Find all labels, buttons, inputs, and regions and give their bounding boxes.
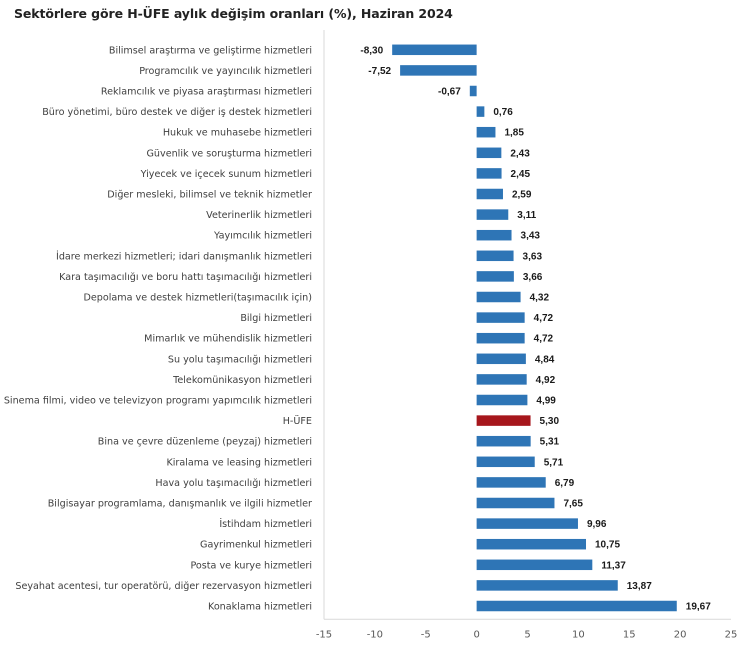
bar [476, 271, 514, 282]
bar [476, 353, 526, 365]
data-label: 3,66 [523, 272, 543, 283]
x-tick-label: -15 [316, 629, 332, 640]
chart-title: Sektörlere göre H-ÜFE aylık değişim oran… [14, 6, 453, 21]
x-tick-label: 20 [674, 629, 687, 640]
bar [476, 126, 496, 138]
bar [476, 477, 546, 488]
bar [476, 188, 503, 200]
data-label: 3,11 [517, 210, 536, 221]
category-label: Hukuk ve muhasebe hizmetleri [163, 128, 312, 139]
bar [400, 65, 477, 76]
data-label: 4,84 [535, 354, 555, 365]
category-label: Hava yolu taşımacılığı hizmetleri [155, 477, 312, 489]
data-label: 4,32 [530, 293, 550, 304]
category-label: Depolama ve destek hizmetleri(taşımacılı… [83, 293, 312, 304]
category-label: Bilgi hizmetleri [240, 313, 312, 324]
category-label: Yayımcılık hizmetleri [213, 231, 312, 242]
bar [476, 106, 485, 117]
category-label: Sinema filmi, video ve televizyon progra… [4, 396, 312, 407]
category-label: H-ÜFE [283, 414, 312, 427]
labels: Bilimsel araştırma ve geliştirme hizmetl… [4, 45, 711, 612]
data-label: 4,92 [536, 375, 556, 386]
data-label: 4,99 [536, 396, 556, 407]
bar [476, 580, 618, 591]
data-label: -8,30 [360, 45, 383, 56]
category-label: Bina ve çevre düzenleme (peyzaj) hizmetl… [98, 437, 312, 448]
category-label: Diğer mesleki, bilimsel ve teknik hizmet… [107, 189, 312, 201]
data-label: -0,67 [438, 87, 461, 98]
category-label: İdare merkezi hizmetleri; idari danışman… [56, 249, 312, 262]
x-tick-label: -10 [367, 629, 383, 640]
x-tick-label: 25 [725, 629, 738, 640]
data-label: 5,31 [540, 437, 560, 448]
bar [476, 394, 528, 406]
x-tick-label: -5 [421, 629, 431, 640]
category-label: Bilgisayar programlama, danışmanlık ve i… [48, 499, 312, 510]
category-label: Kara taşımacılığı ve boru hattı taşımacı… [59, 271, 312, 283]
bar [476, 559, 593, 571]
bar [476, 538, 587, 550]
bar [476, 518, 578, 529]
category-label: Büro yönetimi, büro destek ve diğer iş d… [42, 106, 312, 118]
bars [392, 44, 677, 612]
x-tick-label: 5 [524, 629, 530, 640]
bar [392, 44, 477, 56]
category-label: Programcılık ve yayıncılık hizmetleri [139, 66, 312, 77]
bar [476, 456, 535, 468]
data-label: 6,79 [555, 478, 575, 489]
bar [476, 229, 512, 241]
data-label: 4,72 [534, 334, 554, 345]
category-label: Kiralama ve leasing hizmetleri [166, 457, 312, 468]
bar [476, 435, 531, 447]
bar [476, 147, 502, 159]
category-label: Posta ve kurye hizmetleri [190, 560, 312, 571]
data-label: 3,43 [521, 231, 541, 242]
bar [476, 600, 677, 612]
bar [476, 312, 525, 323]
category-label: Reklamcılık ve piyasa araştırması hizmet… [101, 87, 312, 98]
category-label: Konaklama hizmetleri [208, 602, 312, 613]
category-label: Güvenlik ve soruşturma hizmetleri [147, 148, 313, 159]
data-label: 1,85 [504, 128, 524, 139]
bar [469, 85, 477, 97]
data-label: -7,52 [368, 66, 391, 77]
category-label: Seyahat acentesi, tur operatörü, diğer r… [15, 580, 312, 592]
data-label: 13,87 [627, 581, 652, 592]
data-label: 10,75 [595, 540, 620, 551]
data-label: 7,65 [563, 499, 583, 510]
category-label: Mimarlık ve mühendislik hizmetleri [144, 334, 312, 345]
category-label: Telekomünikasyon hizmetleri [172, 375, 312, 386]
bar [476, 497, 555, 509]
bar [476, 209, 509, 220]
bar [476, 374, 527, 385]
data-label: 2,45 [511, 169, 531, 180]
data-label: 3,63 [523, 251, 543, 262]
data-label: 11,37 [601, 560, 626, 571]
data-label: 0,76 [493, 107, 513, 118]
data-label: 2,43 [510, 148, 530, 159]
x-tick-label: 15 [623, 629, 636, 640]
bar [476, 332, 525, 344]
category-label: Su yolu taşımacılığı hizmetleri [168, 353, 312, 365]
category-label: Yiyecek ve içecek sunum hizmetleri [140, 169, 312, 180]
data-label: 5,30 [540, 416, 560, 427]
category-label: Gayrimenkul hizmetleri [200, 540, 312, 551]
data-label: 5,71 [544, 457, 564, 468]
category-label: İstihdam hizmetleri [219, 517, 312, 530]
bar [476, 291, 521, 303]
data-label: 4,72 [534, 313, 554, 324]
data-label: 2,59 [512, 190, 532, 201]
data-label: 9,96 [587, 519, 607, 530]
bar [476, 168, 502, 179]
axes: -15 -10 -5 0 5 10 15 20 25 [316, 30, 738, 640]
x-tick-label: 0 [473, 629, 479, 640]
x-tick-label: 10 [572, 629, 585, 640]
category-label: Bilimsel araştırma ve geliştirme hizmetl… [109, 45, 312, 56]
category-label: Veterinerlik hizmetleri [206, 210, 312, 221]
data-label: 19,67 [686, 602, 711, 613]
bar-highlight [476, 415, 531, 426]
bar [476, 250, 514, 262]
